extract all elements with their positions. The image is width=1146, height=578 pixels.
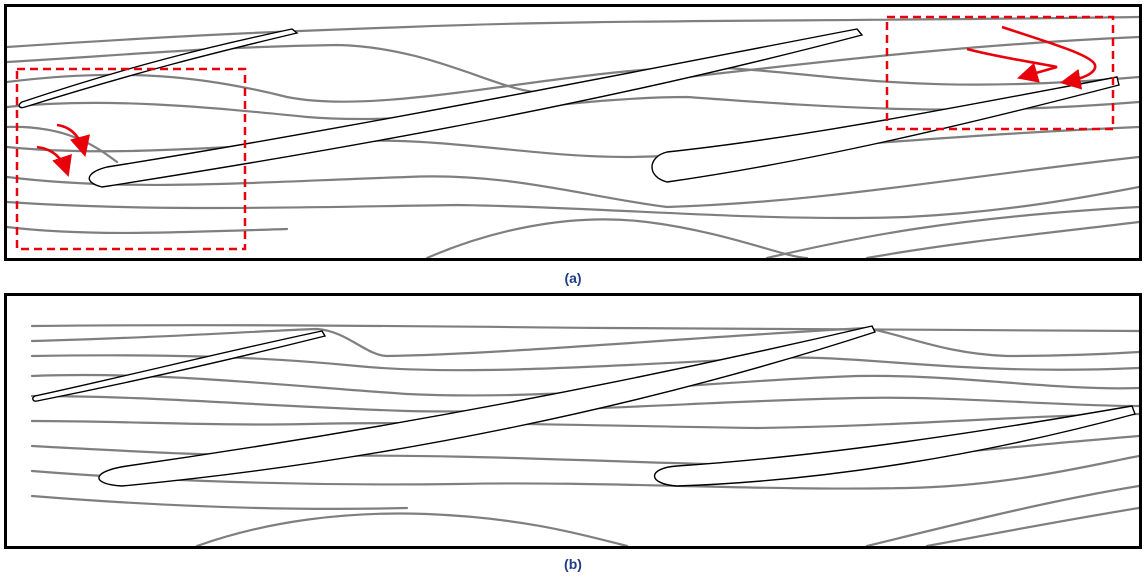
leading-edge-region-box (15, 67, 247, 251)
flow-arrow-icon (56, 123, 91, 158)
blade-b-right (654, 405, 1136, 487)
blade-a-left (18, 28, 299, 109)
flow-arrow-icon (1001, 25, 1097, 90)
highlight-boxes-a (15, 15, 1115, 251)
blade-b-main (98, 325, 876, 487)
flow-arrow-icon (36, 145, 72, 177)
panel-a-caption: (a) (564, 270, 582, 286)
blade-b-left (32, 330, 327, 402)
panel-a-canvas (7, 15, 1139, 258)
blades-a (18, 28, 1120, 188)
panel-b-caption: (b) (564, 556, 582, 572)
blades-b (32, 325, 1136, 487)
panel-b-canvas (30, 324, 1139, 546)
blade-a-right (651, 76, 1120, 183)
flow-arrows-a (36, 25, 1097, 177)
panel-b-streamline-plot (4, 293, 1142, 549)
streamlines-a (7, 15, 1139, 258)
blade-a-main (88, 28, 864, 188)
panel-a-streamline-plot (4, 4, 1142, 261)
flow-arrow-icon (966, 47, 1058, 83)
